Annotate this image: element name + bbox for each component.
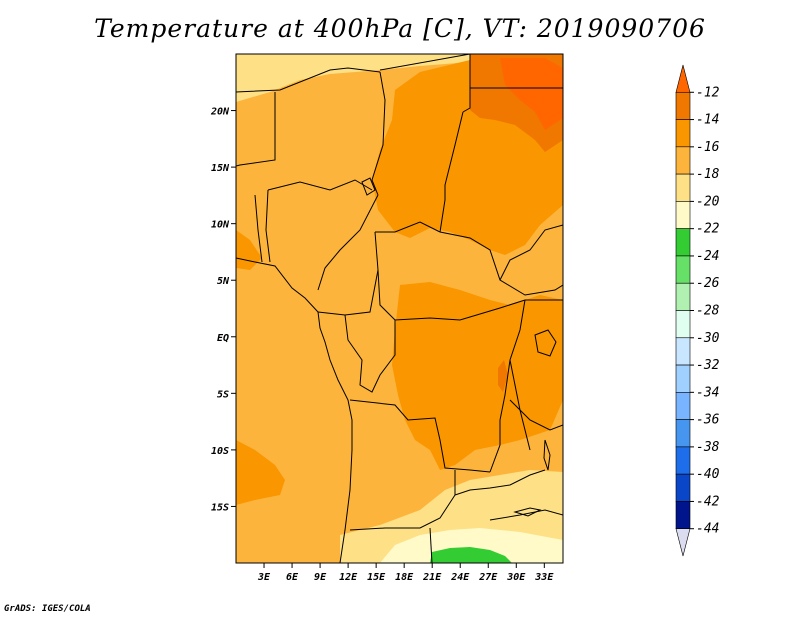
drc-east-border xyxy=(489,299,526,473)
colorbar-segment xyxy=(675,392,691,420)
great-lakes-coast xyxy=(509,359,531,451)
credit-text: GrADS: IGES/COLA xyxy=(4,604,91,614)
x-tick-label: 9E xyxy=(314,572,327,583)
y-tick-label: EQ xyxy=(217,333,229,344)
nigeria-north-border xyxy=(267,179,373,191)
colorbar-label: -22 xyxy=(696,222,720,237)
colorbar-label: -36 xyxy=(696,413,720,428)
zambia-border xyxy=(454,469,546,496)
field-sw-warm xyxy=(236,440,285,505)
colorbar-segment xyxy=(675,364,691,393)
cameroon-gabon-border xyxy=(317,231,379,316)
chad-sudan-border xyxy=(439,111,464,233)
colorbar-segment xyxy=(675,337,691,366)
field-north-cool xyxy=(236,54,470,102)
colorbar-label: -18 xyxy=(696,167,720,182)
y-tick-label: 20N xyxy=(210,107,230,118)
congo-border xyxy=(344,314,396,393)
lake-malawi xyxy=(543,439,551,471)
x-tick-label: 24E xyxy=(450,572,470,583)
colorbar-label: -38 xyxy=(696,440,720,455)
x-tick-label: 33E xyxy=(534,572,554,583)
libya-border xyxy=(379,54,471,113)
colorbar: -12 -14 -16 -18 -20 -22 -24 -26 -28 -30 -32 -34 -36 -… xyxy=(675,64,720,557)
x-tick-label: 18E xyxy=(395,572,414,583)
y-tick-label: 15S xyxy=(211,502,229,513)
field-northeast-hottest xyxy=(500,58,563,130)
colorbar-segment xyxy=(675,173,691,202)
colorbar-label: -34 xyxy=(696,385,719,400)
colorbar-segment xyxy=(675,228,691,257)
colorbar-segment xyxy=(675,91,691,120)
x-tick-label: 27E xyxy=(478,572,498,583)
nigeria-west-border xyxy=(265,189,271,263)
chad-car-border xyxy=(375,221,441,233)
map-frame xyxy=(235,53,564,564)
angola-south-border xyxy=(349,470,456,531)
colorbar-segment xyxy=(675,146,691,175)
colorbar-label: -14 xyxy=(696,113,719,128)
colorbar-label: -26 xyxy=(696,276,720,291)
colorbar-segment xyxy=(675,255,691,284)
field-west-warm xyxy=(236,230,262,270)
y-tick-label: 5S xyxy=(217,389,229,400)
ethiopia-border xyxy=(499,224,563,281)
colorbar-label: -42 xyxy=(696,494,720,509)
colorbar-label: -16 xyxy=(696,140,720,155)
y-tick-label: 10S xyxy=(211,446,229,457)
x-tick-label: 15E xyxy=(367,572,386,583)
colorbar-label: -20 xyxy=(696,194,720,209)
colorbar-segment xyxy=(675,528,691,557)
y-tick-label: 5N xyxy=(217,276,230,287)
field-south-green xyxy=(430,547,512,563)
mali-niger-border xyxy=(236,92,276,167)
colorbar-segment xyxy=(675,310,691,339)
colorbar-label: -40 xyxy=(696,467,720,482)
west-african-coastline xyxy=(236,257,353,563)
colorbar-segment xyxy=(675,446,691,475)
y-tick-label: 15N xyxy=(211,163,230,174)
field-south-cooler xyxy=(380,528,563,563)
colorbar-segment xyxy=(675,419,691,448)
namibia-botswana-border xyxy=(429,527,433,563)
colorbar-label: -24 xyxy=(696,249,719,264)
colorbar-label: -30 xyxy=(696,331,720,346)
lake-kariba xyxy=(513,507,542,517)
botswana-zimbabwe-border xyxy=(489,509,563,521)
colorbar-label: -28 xyxy=(696,304,720,319)
colorbar-label: -44 xyxy=(696,522,719,537)
benin-border xyxy=(254,194,263,263)
x-axis-ticks: 3E 6E 9E 12E 15E 18E 21E 24E 27E 30E 33E xyxy=(257,563,554,583)
y-tick-label: 10N xyxy=(211,220,230,231)
colorbar-segment xyxy=(675,473,691,502)
y-axis-ticks: 20N 15N 10N 5N EQ 5S 10S 15S xyxy=(210,107,236,513)
colorbar-label: -32 xyxy=(696,358,720,373)
colorbar-segment xyxy=(675,501,691,530)
field-lake-hot xyxy=(498,360,508,392)
colorbar-label: -12 xyxy=(696,85,720,100)
drc-angola-border xyxy=(349,399,491,473)
colorbar-segment xyxy=(675,282,691,311)
lake-chad xyxy=(361,177,376,196)
lake-victoria xyxy=(534,329,557,357)
country-borders xyxy=(236,54,563,563)
colorbar-segment xyxy=(675,201,691,229)
x-tick-label: 6E xyxy=(286,572,299,583)
x-tick-label: 12E xyxy=(339,572,358,583)
algeria-niger-border xyxy=(236,67,381,93)
temperature-field xyxy=(236,54,563,563)
colorbar-segment xyxy=(675,64,691,93)
niger-chad-border xyxy=(371,71,386,196)
map-title: Temperature at 400hPa [C], VT: 201909070… xyxy=(94,14,706,43)
x-tick-label: 30E xyxy=(506,572,526,583)
x-tick-label: 21E xyxy=(422,572,442,583)
colorbar-segment xyxy=(675,119,691,148)
x-tick-label: 3E xyxy=(257,572,271,583)
nigeria-cameroon-border xyxy=(317,194,379,291)
car-drc-border xyxy=(377,269,526,321)
